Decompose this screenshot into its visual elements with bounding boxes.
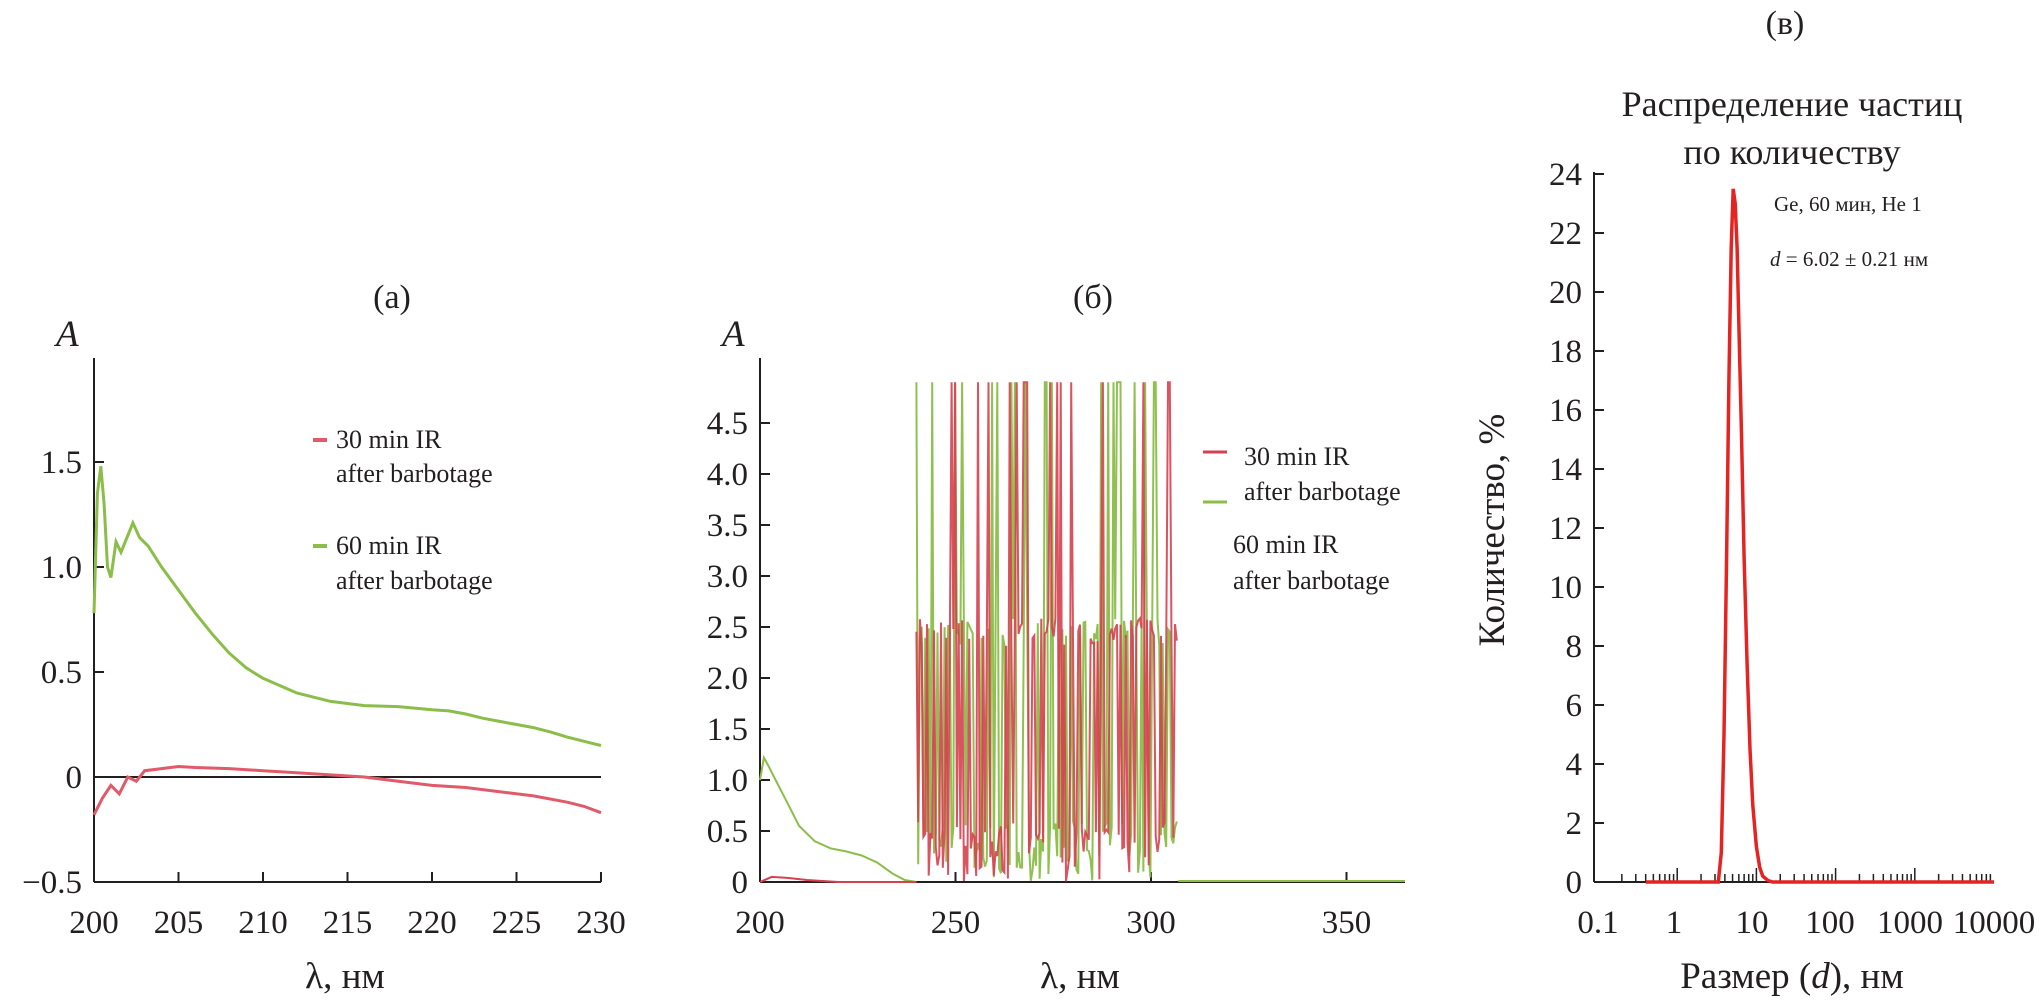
y-tick-label: 16	[1549, 393, 1582, 429]
panel-c-xlabel: Размер (d), нм	[1680, 956, 1904, 997]
x-tick-label: 250	[931, 905, 981, 941]
annotation-sample: Ge, 60 мин, He 1	[1774, 192, 1922, 216]
panel-c: (в) Распределение частиц по количеству К…	[1472, 5, 2035, 997]
panel-c-yticks: 0 2 4 6 8 10 12 14 16 18 20 22 24	[1549, 157, 1604, 901]
x-tick-label: 0.1	[1577, 905, 1618, 941]
x-tick-label: 100	[1805, 905, 1855, 941]
y-tick-label: 18	[1549, 334, 1582, 370]
y-tick-label: 4.5	[707, 406, 748, 442]
legend-label: after barbotage	[336, 566, 493, 595]
x-tick-label: 350	[1322, 905, 1372, 941]
distribution-curve	[1645, 188, 1994, 884]
x-tick-label: 225	[492, 905, 542, 941]
y-tick-label: 8	[1566, 629, 1583, 665]
panel-b: (б) A 0 0.5 1.0 1.5 2.0 2.5 3.0 3.5 4.0 …	[707, 279, 1405, 997]
y-tick-label: 12	[1549, 511, 1582, 547]
y-tick-label: 2.5	[707, 610, 748, 646]
panel-a: (а) A −0.5 0 0.5 1.0 1.5 200 205	[22, 279, 626, 997]
panel-c-xticks: 0.1 1 10 100 1000 10000	[1577, 905, 2035, 941]
y-tick-label: 4	[1566, 747, 1583, 783]
legend-label: 60 min IR	[1233, 530, 1339, 559]
y-tick-label: 1.5	[707, 712, 748, 748]
y-tick-label: 0.5	[41, 655, 82, 691]
legend-label: 30 min IR	[1244, 442, 1350, 471]
y-tick-label: 0	[732, 865, 749, 901]
y-tick-label: 6	[1566, 688, 1583, 724]
x-tick-label: 1	[1666, 905, 1683, 941]
x-tick-label: 215	[323, 905, 373, 941]
panel-a-xticks: 200 205 210 215 220 225 230	[69, 872, 626, 941]
y-tick-label: 1.5	[41, 445, 82, 481]
x-tick-label: 220	[407, 905, 457, 941]
y-tick-label: 14	[1549, 452, 1582, 488]
panel-c-title-line-1: Распределение частиц	[1622, 84, 1963, 124]
legend-label: after barbotage	[1233, 566, 1390, 595]
y-tick-label: 3.0	[707, 559, 748, 595]
panel-b-yticks: 0 0.5 1.0 1.5 2.0 2.5 3.0 3.5 4.0 4.5	[707, 406, 770, 901]
annotation-diameter: d = 6.02 ± 0.21 нм	[1770, 247, 1928, 271]
y-tick-label: 24	[1549, 157, 1582, 193]
y-tick-label: 1.0	[707, 763, 748, 799]
y-tick-label: 2	[1566, 806, 1583, 842]
annotation-value: = 6.02 ± 0.21 нм	[1781, 247, 1929, 271]
panel-a-ylabel: A	[53, 314, 79, 355]
y-tick-label: 20	[1549, 275, 1582, 311]
panel-b-xticks: 200 250 300 350	[735, 872, 1371, 941]
noise-60min	[915, 381, 1178, 881]
panel-a-label: (а)	[373, 279, 411, 316]
legend-label: after barbotage	[336, 459, 493, 488]
series-line-60min	[759, 754, 917, 883]
y-tick-label: 0	[66, 760, 83, 796]
x-tick-label: 300	[1126, 905, 1176, 941]
x-tick-label: 1000	[1877, 905, 1943, 941]
y-tick-label: 2.0	[707, 661, 748, 697]
panel-c-title-line-2: по количеству	[1683, 132, 1900, 172]
x-tick-label: 205	[154, 905, 204, 941]
y-tick-label: −0.5	[22, 865, 82, 901]
x-tick-label: 10	[1736, 905, 1769, 941]
series-line-60min	[92, 466, 602, 747]
xlabel-part: ), нм	[1830, 956, 1904, 997]
panel-b-ylabel: A	[719, 314, 745, 355]
xlabel-italic-d: d	[1811, 956, 1830, 997]
legend-label: after barbotage	[1244, 477, 1401, 506]
y-tick-label: 0.5	[707, 814, 748, 850]
y-tick-label: 10	[1549, 570, 1582, 606]
legend-label: 30 min IR	[336, 425, 442, 454]
panel-b-xlabel: λ, нм	[1040, 956, 1120, 997]
panel-b-label: (б)	[1073, 279, 1113, 316]
y-tick-label: 1.0	[41, 550, 82, 586]
panel-a-xlabel: λ, нм	[305, 956, 385, 997]
y-tick-label: 0	[1566, 865, 1583, 901]
xlabel-part: Размер (	[1680, 956, 1811, 997]
x-tick-label: 200	[69, 905, 119, 941]
panel-b-legend: 30 min IR after barbotage 60 min IR afte…	[1203, 442, 1401, 595]
legend-label: 60 min IR	[336, 531, 442, 560]
y-tick-label: 4.0	[707, 457, 748, 493]
x-tick-label: 230	[576, 905, 626, 941]
x-tick-label: 210	[238, 905, 288, 941]
panel-a-yticks: −0.5 0 0.5 1.0 1.5	[22, 445, 104, 901]
series-line-30min	[92, 764, 602, 816]
x-tick-label: 200	[735, 905, 785, 941]
log-minor-ticks	[1621, 868, 1992, 882]
noise-spikes	[915, 381, 1405, 882]
panel-a-legend: 30 min IR after barbotage 60 min IR afte…	[313, 425, 493, 595]
annotation-d: d	[1770, 247, 1781, 271]
y-tick-label: 22	[1549, 216, 1582, 252]
series-line-30min	[759, 875, 917, 883]
y-tick-label: 3.5	[707, 508, 748, 544]
panel-c-ylabel: Количество, %	[1472, 414, 1513, 647]
noise-30min	[915, 381, 1178, 882]
x-tick-label: 10000	[1953, 905, 2036, 941]
panel-c-label: (в)	[1766, 5, 1805, 42]
